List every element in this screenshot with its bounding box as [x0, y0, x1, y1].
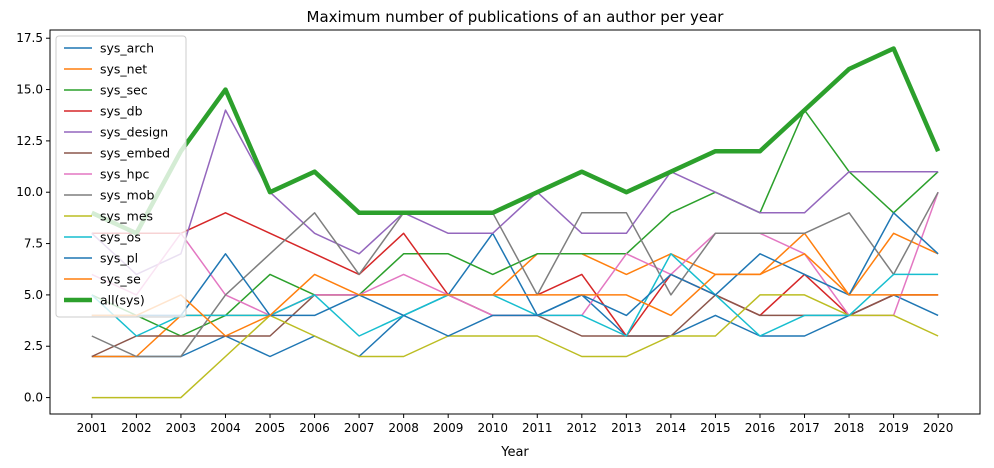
y-tick-label: 15.0 — [16, 83, 43, 97]
y-axis: 0.0 2.5 5.0 7.5 10.0 12.5 15.0 17.5 — [16, 31, 50, 405]
y-tick-label: 10.0 — [16, 185, 43, 199]
y-tick-label: 12.5 — [16, 134, 43, 148]
legend-entry-label: sys_embed — [100, 146, 170, 161]
y-tick-label: 2.5 — [24, 339, 43, 353]
series-line-all-sys — [90, 46, 941, 236]
x-tick-label: 2005 — [255, 421, 286, 435]
x-tick-label: 2002 — [121, 421, 152, 435]
legend-entry-label: sys_mes — [100, 209, 153, 224]
legend-entry-label: sys_design — [100, 125, 168, 140]
legend-entry-label: sys_arch — [100, 41, 154, 56]
x-tick-label: 2006 — [299, 421, 330, 435]
x-tick-label: 2016 — [745, 421, 776, 435]
x-tick-label: 2020 — [923, 421, 954, 435]
x-tick-label: 2001 — [77, 421, 108, 435]
plot-area — [90, 46, 941, 399]
x-axis: 2001 2002 2003 2004 2005 2006 2007 2008 2009 2010… — [77, 414, 954, 435]
legend-entry-label: sys_net — [100, 62, 147, 77]
y-tick-label: 17.5 — [16, 31, 43, 45]
legend-entry-label: sys_hpc — [100, 167, 150, 182]
x-tick-label: 2014 — [656, 421, 687, 435]
x-tick-label: 2015 — [700, 421, 731, 435]
x-tick-label: 2018 — [834, 421, 865, 435]
x-tick-label: 2003 — [166, 421, 197, 435]
series-line-sys-mob — [91, 191, 939, 358]
x-tick-label: 2007 — [344, 421, 375, 435]
x-tick-label: 2008 — [388, 421, 419, 435]
legend-entry-label: sys_pl — [100, 251, 138, 266]
chart-title: Maximum number of publications of an aut… — [307, 8, 725, 26]
x-tick-label: 2011 — [522, 421, 553, 435]
legend-entry-label: sys_os — [100, 230, 141, 245]
y-tick-label: 7.5 — [24, 237, 43, 251]
x-tick-label: 2012 — [567, 421, 598, 435]
legend-box — [55, 35, 187, 318]
series-line-sys-se — [91, 253, 939, 337]
series-line-sys-mes — [91, 294, 939, 399]
series-line-sys-os — [91, 253, 939, 337]
legend-entry-label: sys_mob — [100, 188, 154, 203]
legend-entry-label: sys_sec — [100, 83, 148, 98]
plot-frame — [49, 29, 981, 415]
x-tick-label: 2004 — [210, 421, 241, 435]
x-tick-label: 2017 — [789, 421, 820, 435]
series-line-sys-design — [91, 109, 939, 276]
x-axis-label: Year — [500, 445, 529, 460]
legend: sys_arch sys_net sys_sec sys_db sys_designsy… — [55, 35, 187, 318]
y-tick-label: 0.0 — [24, 391, 43, 405]
y-tick-label: 5.0 — [24, 288, 43, 302]
x-tick-label: 2019 — [878, 421, 909, 435]
x-tick-label: 2009 — [433, 421, 464, 435]
legend-entry-label: all(sys) — [100, 293, 145, 308]
series-line-sys-pl — [91, 212, 939, 337]
x-tick-label: 2013 — [611, 421, 642, 435]
legend-entry-label: sys_db — [100, 104, 143, 119]
x-tick-label: 2010 — [477, 421, 508, 435]
legend-entry-label: sys_se — [100, 272, 141, 287]
series-line-sys-sec — [91, 109, 939, 337]
